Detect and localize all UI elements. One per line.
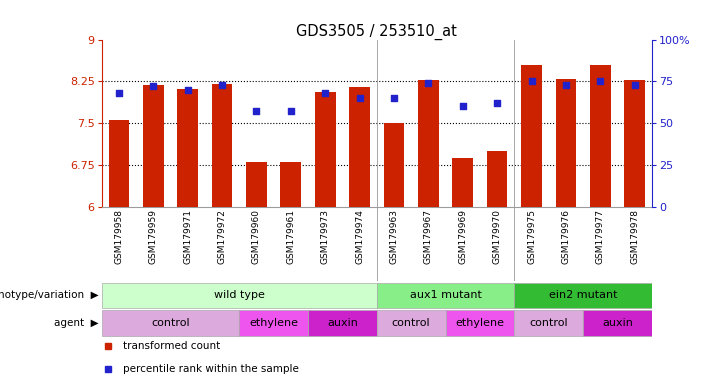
Text: GSM179975: GSM179975 (527, 209, 536, 264)
Text: GSM179978: GSM179978 (630, 209, 639, 264)
Bar (515, 283, 652, 308)
Bar (383, 123, 404, 207)
Point (114, 90, 125, 96)
Text: control: control (529, 318, 568, 328)
Text: GSM179961: GSM179961 (286, 209, 295, 264)
Text: ethylene: ethylene (249, 318, 298, 328)
Point (594, 78, 606, 84)
Bar (109, 120, 129, 207)
Text: GSM179971: GSM179971 (183, 209, 192, 264)
Point (354, 95, 365, 101)
Bar (102, 310, 239, 336)
Point (217, 81, 228, 88)
Bar (418, 79, 439, 207)
Text: aux1 mutant: aux1 mutant (409, 290, 482, 300)
Text: GSM179959: GSM179959 (149, 209, 158, 264)
Point (285, 108, 297, 114)
Point (388, 95, 400, 101)
Point (320, 90, 331, 96)
Bar (625, 79, 645, 207)
Point (423, 80, 434, 86)
Bar (212, 84, 232, 207)
Text: GSM179958: GSM179958 (114, 209, 123, 264)
Point (457, 103, 468, 109)
Bar (377, 310, 446, 336)
Text: GSM179969: GSM179969 (458, 209, 468, 264)
Text: GSM179973: GSM179973 (320, 209, 329, 264)
Point (526, 78, 537, 84)
Title: GDS3505 / 253510_at: GDS3505 / 253510_at (297, 23, 457, 40)
Text: percentile rank within the sample: percentile rank within the sample (123, 364, 299, 374)
Text: GSM179963: GSM179963 (390, 209, 398, 264)
Text: transformed count: transformed count (123, 341, 220, 351)
Bar (308, 310, 377, 336)
Bar (280, 162, 301, 207)
Text: control: control (392, 318, 430, 328)
Bar (487, 151, 508, 207)
Point (491, 100, 503, 106)
Text: auxin: auxin (602, 318, 633, 328)
Bar (349, 87, 370, 207)
Text: wild type: wild type (214, 290, 265, 300)
Bar (143, 85, 163, 207)
Bar (583, 310, 652, 336)
Text: GSM179974: GSM179974 (355, 209, 364, 264)
Text: GSM179970: GSM179970 (493, 209, 502, 264)
Bar (239, 310, 308, 336)
Text: auxin: auxin (327, 318, 358, 328)
Text: genotype/variation  ▶: genotype/variation ▶ (0, 290, 98, 300)
Text: ein2 mutant: ein2 mutant (549, 290, 618, 300)
Bar (446, 310, 515, 336)
Text: ethylene: ethylene (456, 318, 505, 328)
Bar (315, 93, 336, 207)
Point (251, 108, 262, 114)
Text: control: control (151, 318, 190, 328)
Point (148, 83, 159, 89)
Text: GSM179977: GSM179977 (596, 209, 605, 264)
Bar (515, 310, 583, 336)
Text: agent  ▶: agent ▶ (53, 318, 98, 328)
Bar (452, 158, 473, 207)
Bar (102, 283, 377, 308)
Bar (177, 89, 198, 207)
Point (182, 87, 193, 93)
Text: GSM179967: GSM179967 (424, 209, 433, 264)
Bar (377, 283, 515, 308)
Text: GSM179960: GSM179960 (252, 209, 261, 264)
Bar (246, 162, 267, 207)
Bar (556, 79, 576, 207)
Text: GSM179972: GSM179972 (217, 209, 226, 264)
Point (560, 81, 571, 88)
Text: GSM179976: GSM179976 (562, 209, 571, 264)
Bar (522, 65, 542, 207)
Bar (590, 65, 611, 207)
Point (629, 81, 640, 88)
